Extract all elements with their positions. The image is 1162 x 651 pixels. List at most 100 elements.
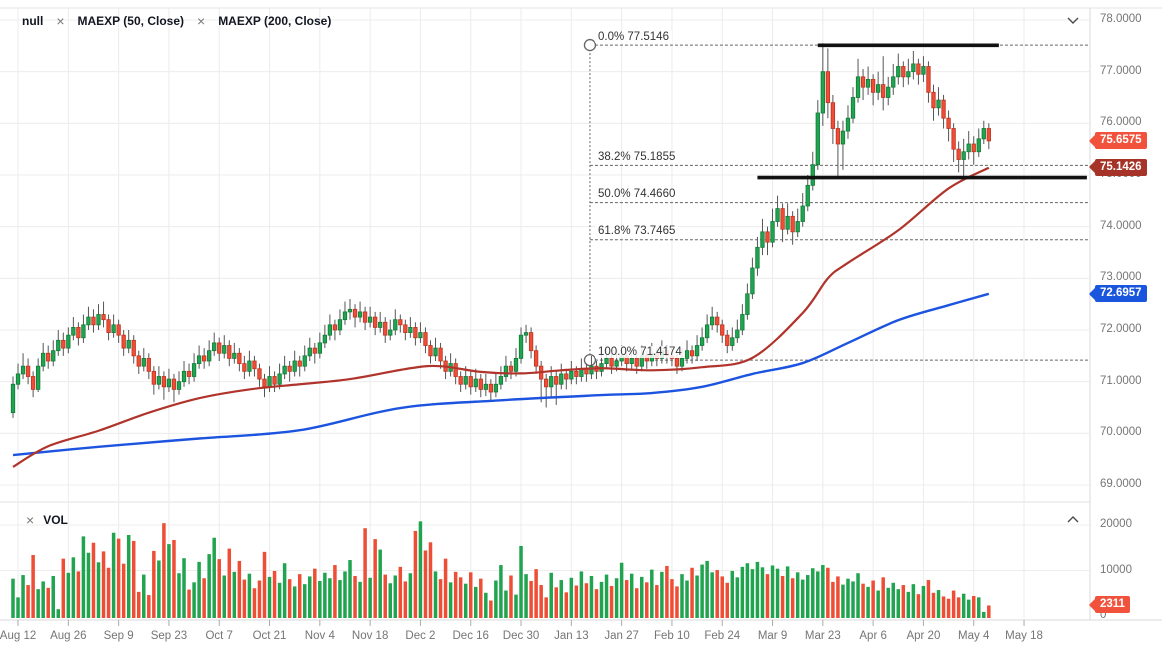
volume-bar [574,585,579,618]
volume-bar [31,555,35,618]
candle [634,358,639,367]
volume-legend-label[interactable]: VOL [43,513,68,527]
candle [674,358,680,367]
candle [327,324,333,336]
fib-level-label-100[interactable]: 100.0% 71.4174 [595,345,685,358]
candle [111,324,116,333]
y-axis-label: 78.0000 [1100,13,1142,25]
volume-bar [363,528,367,618]
x-axis-label: May 4 [958,630,990,642]
fib-level-label-50[interactable]: 50.0% 74.4660 [595,188,679,201]
fib-level-label-38[interactable]: 38.2% 75.1855 [595,150,679,163]
volume-bar [56,609,61,618]
candle [629,358,634,364]
volume-bar [383,574,387,618]
candle [413,327,418,339]
volume-bar [423,550,428,618]
candle [383,321,388,336]
volume-bar [11,578,15,618]
volume-bar [484,592,488,618]
volume-bar [297,574,302,618]
candle [513,358,519,372]
candle [106,319,111,333]
candle [322,334,328,344]
volume-bar [645,582,649,618]
legend-ma50-label[interactable]: MAEXP (50, Close) [77,14,184,28]
candle [770,221,775,243]
volume-bar [725,582,730,618]
candle [775,208,780,222]
candle [896,66,901,78]
candle [332,324,338,331]
volume-bar [514,594,518,618]
candle [976,138,981,153]
price-axis[interactable]: 78.000077.000076.000075.000074.000073.00… [0,0,1162,621]
volume-bar [458,577,463,618]
volume-bar [841,584,845,618]
volume-bar [886,587,890,618]
candle [342,311,348,321]
symbol-label[interactable]: null [22,14,44,28]
volume-bar [549,572,553,618]
volume-bar [413,530,418,618]
volume-bar [167,544,171,618]
candle [805,184,810,207]
volume-bar [534,569,538,618]
volume-bar [720,576,724,618]
volume-bar [519,545,523,618]
y-axis-label: 10000 [1100,563,1132,576]
volume-bar [393,575,398,618]
volume-pane-legend: × VOL [26,513,68,527]
chevron-up-icon[interactable] [1064,512,1082,528]
candle [20,365,26,375]
volume-bar [61,558,66,618]
time-axis[interactable]: Aug 12 Aug 26 Sep 9 Sep 23 Oct 7 Oct 21 Nov 4 N… [0,620,1162,651]
volume-bar [961,593,966,618]
candle [926,66,931,93]
volume-bar [468,572,473,618]
volume-bar [891,582,895,618]
volume-bar [51,575,55,618]
candle [428,345,433,357]
volume-bar [388,583,392,618]
candle [96,314,101,326]
volume-bar [710,572,714,618]
close-icon[interactable]: × [56,13,65,29]
fib-level-label-61[interactable]: 61.8% 73.7465 [595,225,679,238]
legend-ma200-label[interactable]: MAEXP (200, Close) [218,14,332,28]
volume-bar [931,592,936,618]
volume-bar [81,536,86,618]
candle [528,332,534,352]
close-icon[interactable]: × [197,13,206,29]
volume-bar [207,554,211,618]
candle [378,321,383,328]
volume-bar [408,573,413,618]
candle [91,316,96,326]
volume-bar [851,581,855,618]
candle [966,143,971,153]
fib-anchor-handle[interactable] [583,353,597,367]
candle [357,311,363,318]
volume-bar [594,589,599,618]
candle [347,308,353,313]
candle [362,311,368,323]
candle [317,342,322,354]
fib-level-label-0[interactable]: 0.0% 77.5146 [595,30,672,43]
volume-bar [946,598,951,618]
candle [86,316,91,326]
candle [554,376,559,385]
chevron-down-icon[interactable] [1064,12,1082,28]
fib-anchor-handle[interactable] [583,38,597,52]
volume-bar [489,600,493,618]
volume-bar [36,589,40,618]
volume-bar [715,570,719,618]
close-icon[interactable]: × [26,512,35,528]
candle [81,324,86,339]
candle [810,164,815,186]
volume-bar [670,579,674,618]
candle [252,360,257,370]
volume-bar [544,597,548,618]
y-axis-label: 77.0000 [1100,64,1142,77]
candle [423,332,428,346]
